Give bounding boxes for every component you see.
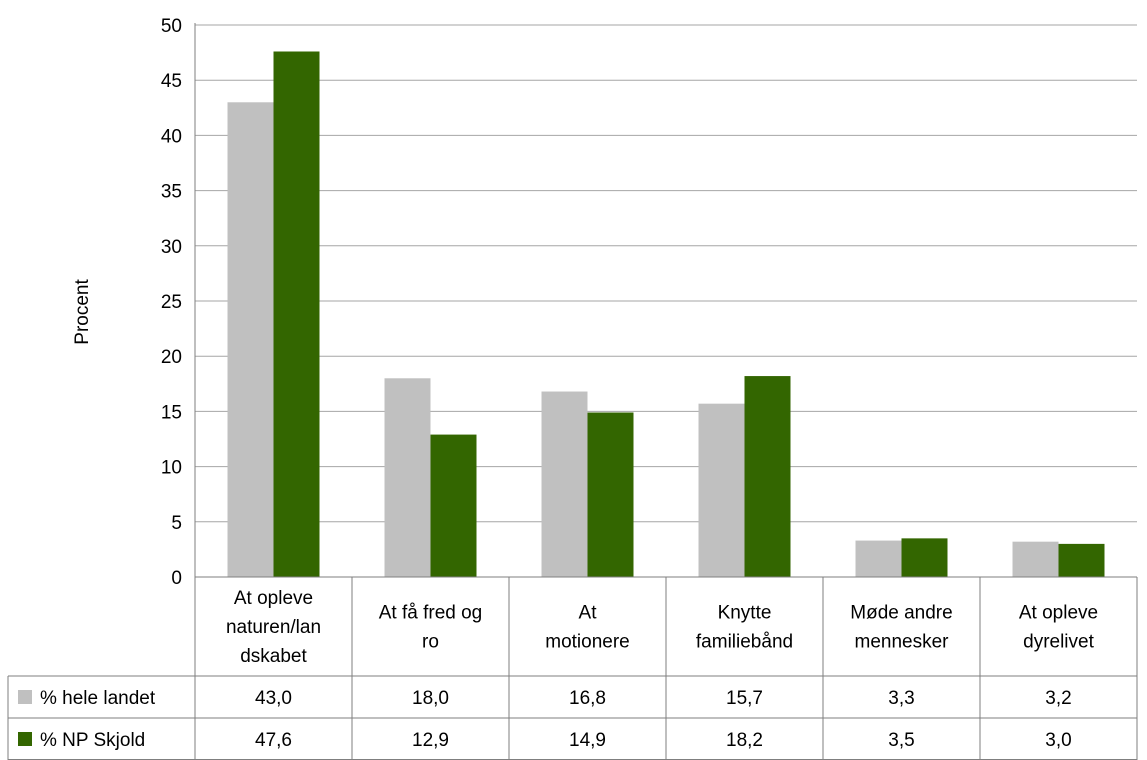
category-label: At få fred og (379, 603, 483, 624)
category-labels: At opleve naturen/lan dskabet At få fred og… (226, 588, 1098, 667)
category-label: At opleve (234, 588, 313, 609)
bar-hele-landet (227, 102, 274, 577)
bar-np-skjold (1058, 543, 1105, 577)
data-label: 18,0 (412, 688, 449, 709)
data-table-rows: % hele landet 43,0 18,0 16,8 15,7 3,3 3,2 % NP … (18, 688, 1072, 751)
legend-label: % hele landet (40, 688, 156, 709)
bar-np-skjold (587, 412, 634, 577)
category-label: dskabet (240, 646, 307, 667)
bar-np-skjold (744, 376, 791, 577)
category-label: mennesker (855, 632, 950, 653)
y-tick-label: 50 (161, 16, 182, 37)
data-label: 3,5 (888, 730, 914, 751)
data-label: 3,2 (1045, 688, 1071, 709)
category-label: At opleve (1019, 603, 1098, 624)
y-tick-label: 40 (161, 126, 182, 147)
legend-key-hele-landet (18, 690, 32, 704)
data-label: 15,7 (726, 688, 763, 709)
category-label: dyrelivet (1023, 632, 1094, 653)
data-label: 3,3 (888, 688, 914, 709)
category-label: Knytte (718, 603, 772, 624)
category-label: naturen/lan (226, 617, 321, 638)
y-tick-label: 0 (171, 568, 182, 589)
y-tick-label: 5 (171, 513, 182, 534)
bar-hele-landet (541, 391, 588, 577)
data-label: 12,9 (412, 730, 449, 751)
y-axis-ticks: 0 5 10 15 20 25 30 35 40 45 50 (161, 16, 182, 589)
bar-hele-landet (698, 403, 745, 577)
bar-hele-landet (384, 378, 431, 577)
y-tick-label: 25 (161, 292, 182, 313)
legend-label: % NP Skjold (40, 730, 145, 751)
category-label: ro (422, 632, 439, 653)
data-label: 14,9 (569, 730, 606, 751)
y-tick-label: 30 (161, 237, 182, 258)
data-label: 18,2 (726, 730, 763, 751)
bar-hele-landet (855, 540, 902, 577)
y-tick-label: 15 (161, 402, 182, 423)
gridlines (195, 24, 1137, 523)
bar-np-skjold (273, 51, 320, 578)
category-label: Møde andre (850, 603, 952, 624)
data-label: 16,8 (569, 688, 606, 709)
y-tick-label: 45 (161, 71, 182, 92)
data-label: 3,0 (1045, 730, 1071, 751)
bar-np-skjold (901, 538, 948, 577)
y-tick-label: 10 (161, 458, 182, 479)
y-tick-label: 20 (161, 347, 182, 368)
category-label: motionere (545, 632, 630, 653)
bar-np-skjold (430, 434, 477, 577)
y-axis-label: Procent (72, 279, 93, 345)
y-tick-label: 35 (161, 182, 182, 203)
bar-hele-landet (1012, 541, 1059, 577)
data-label: 43,0 (255, 688, 292, 709)
data-label: 47,6 (255, 730, 292, 751)
category-label: At (579, 603, 598, 624)
bars (227, 51, 1105, 578)
legend-key-np-skjold (18, 732, 32, 746)
category-label: familiebånd (696, 632, 793, 653)
